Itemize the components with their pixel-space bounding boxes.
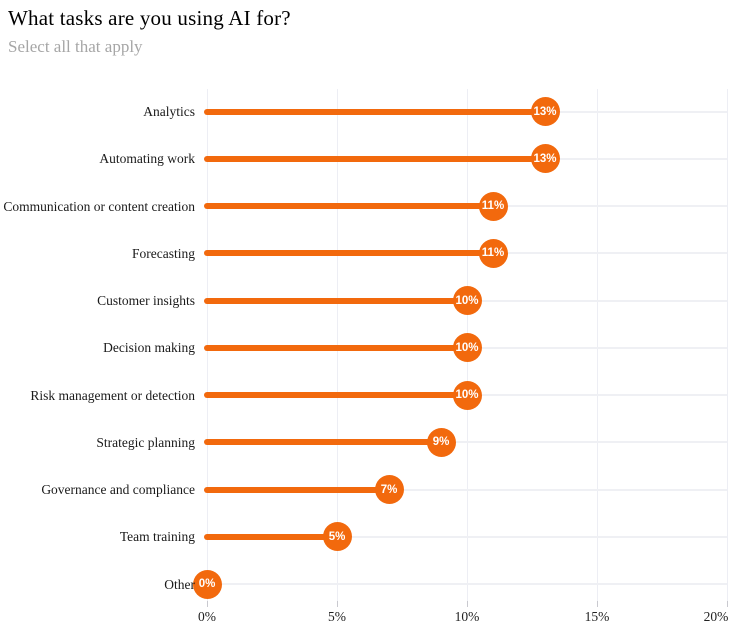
- axis-tick-label: 5%: [328, 609, 346, 624]
- category-label: Customer insights: [97, 293, 195, 308]
- value-dot: 10%: [452, 333, 482, 363]
- value-dot: 11%: [478, 238, 508, 268]
- value-bar: [204, 108, 545, 115]
- category-label: Automating work: [99, 151, 195, 167]
- axis-tick-label: 20%: [703, 609, 729, 624]
- value-bar: [204, 486, 389, 493]
- value-dot: 0%: [192, 569, 222, 599]
- row-baseline: [207, 488, 727, 491]
- value-dot: 10%: [452, 380, 482, 410]
- gridline-vertical: [597, 89, 598, 601]
- value-bar: [204, 439, 441, 446]
- category-label: Communication or content creation: [3, 198, 195, 214]
- axis-tick-label: 10%: [454, 609, 480, 624]
- value-bar: [204, 203, 493, 209]
- value-dot: 13%: [530, 97, 560, 126]
- value-bar: [204, 297, 467, 304]
- value-dot: 10%: [452, 286, 482, 315]
- row-baseline: [207, 583, 727, 585]
- axis-tick: [207, 601, 208, 607]
- category-label: Team training: [119, 529, 195, 545]
- value-dot: 5%: [322, 522, 352, 552]
- category-label: Analytics: [143, 104, 195, 119]
- category-label: Governance and compliance: [41, 482, 195, 497]
- value-bar: [204, 533, 337, 540]
- axis-tick: [727, 601, 728, 607]
- row-baseline: [207, 535, 727, 538]
- axis-tick: [467, 601, 468, 607]
- axis-tick: [597, 601, 598, 607]
- category-label: Strategic planning: [96, 434, 195, 450]
- value-bar: [204, 155, 545, 162]
- category-label: Forecasting: [132, 245, 195, 261]
- value-dot: 13%: [530, 144, 560, 174]
- gridline-vertical: [727, 89, 728, 601]
- value-dot: 7%: [374, 475, 404, 504]
- category-label: Decision making: [103, 340, 195, 356]
- value-dot: 9%: [426, 427, 456, 457]
- axis-tick-label: 15%: [584, 609, 610, 624]
- value-bar: [204, 344, 467, 351]
- category-label: Other: [164, 576, 195, 592]
- axis-tick: [337, 601, 338, 607]
- row-baseline: [207, 441, 727, 444]
- value-bar: [204, 250, 493, 257]
- value-bar: [204, 392, 467, 398]
- category-label: Risk management or detection: [30, 387, 195, 403]
- chart-subtitle: Select all that apply: [8, 37, 143, 56]
- chart-title: What tasks are you using AI for?: [8, 6, 291, 30]
- axis-tick-label: 0%: [198, 609, 216, 624]
- value-dot: 11%: [478, 191, 508, 221]
